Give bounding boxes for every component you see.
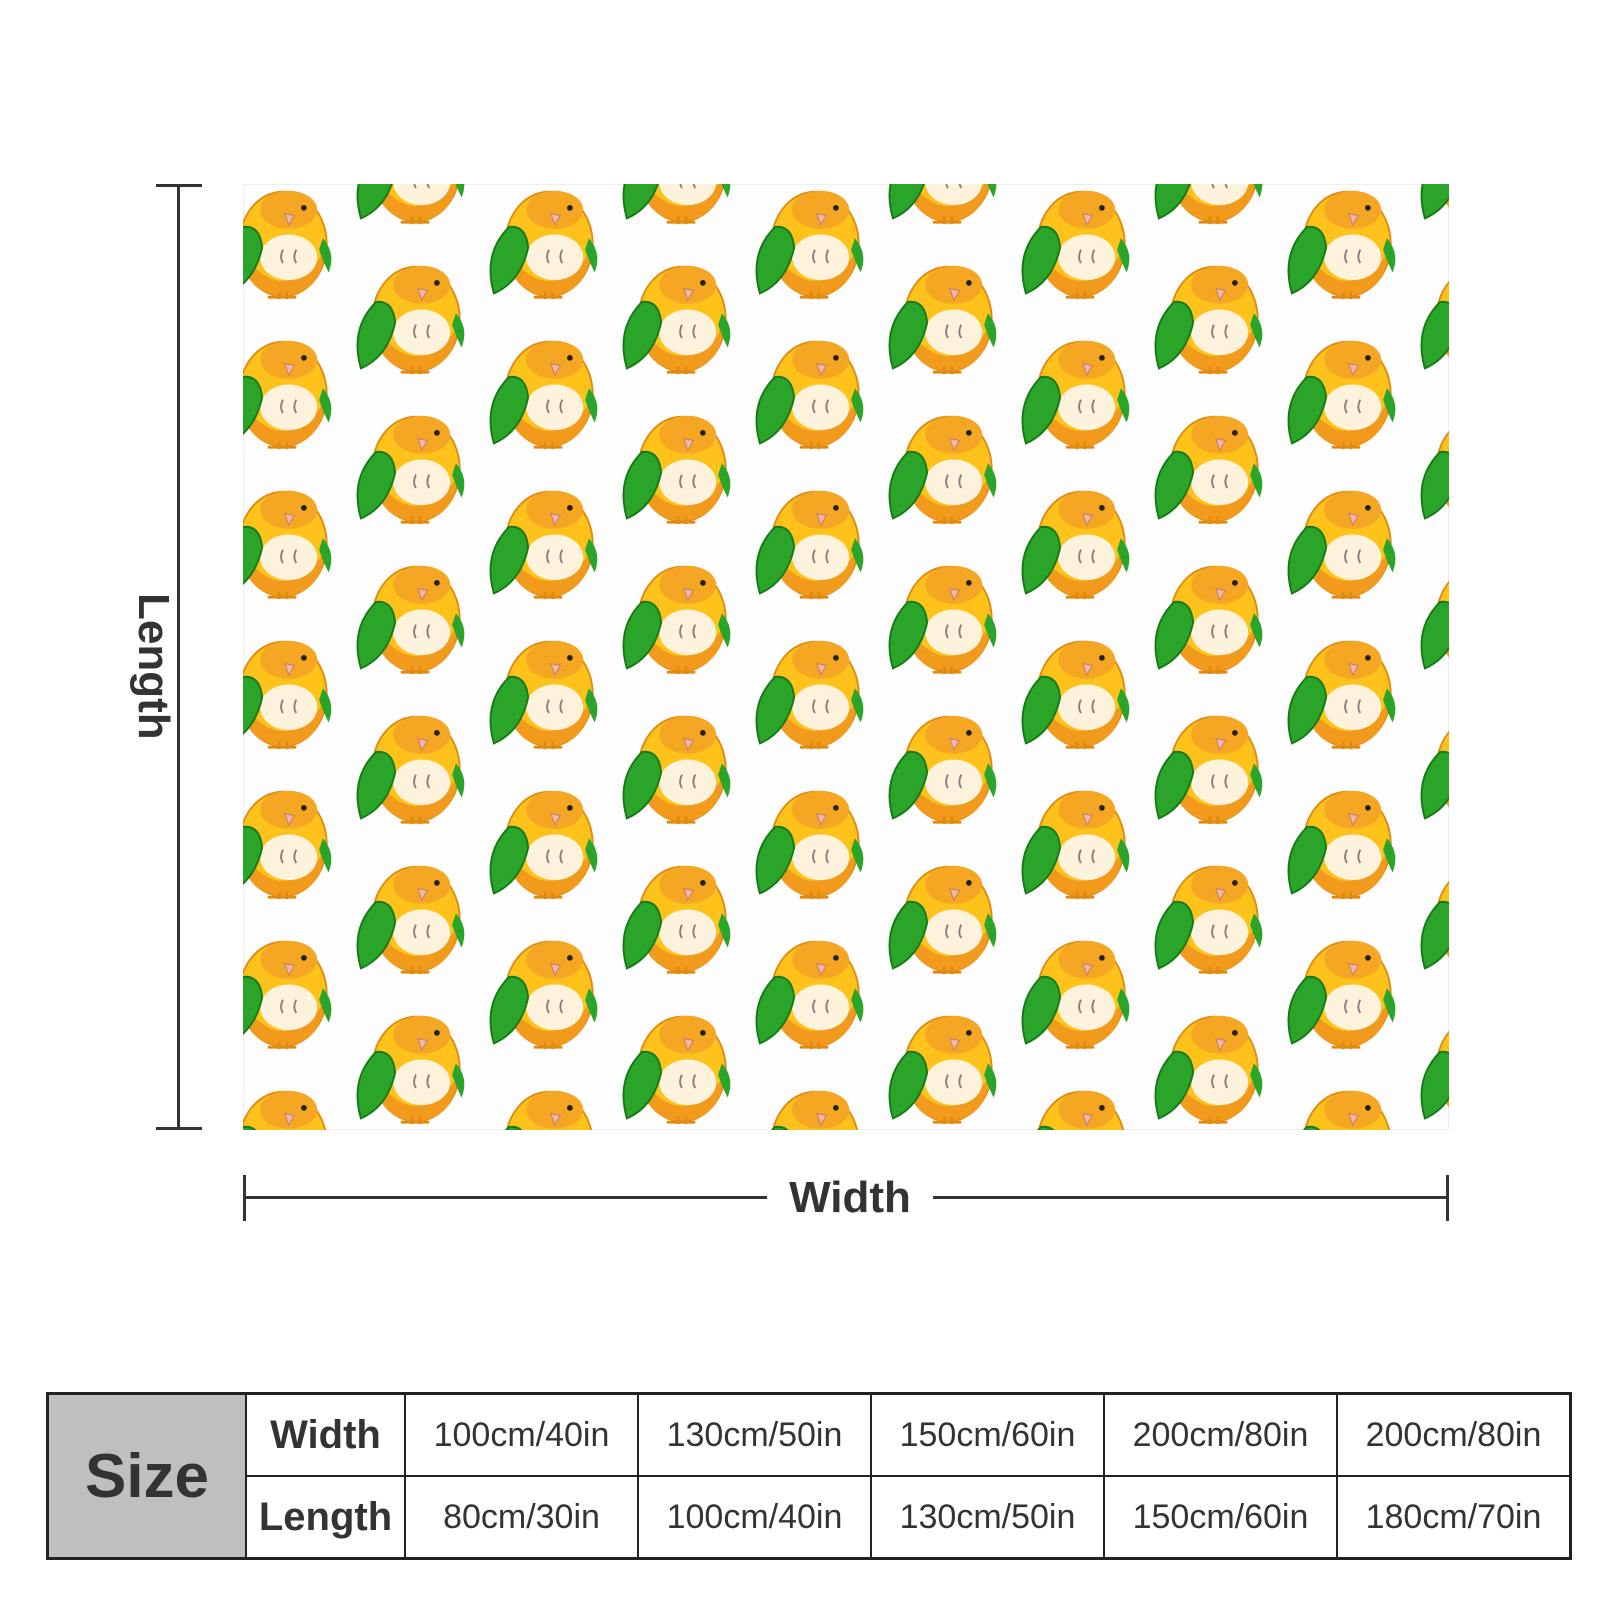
parrot-motif	[356, 1014, 466, 1126]
width-cell: 150cm/60in	[870, 1392, 1105, 1477]
parrot-motif	[1420, 414, 1449, 526]
parrot-motif	[489, 1089, 599, 1130]
parrot-motif	[1287, 789, 1397, 901]
parrot-motif	[622, 564, 732, 676]
parrot-motif	[1420, 1014, 1449, 1126]
parrot-motif	[356, 184, 466, 226]
parrot-motif	[1420, 264, 1449, 376]
size-table: Size Width 100cm/40in 130cm/50in 150cm/6…	[46, 1392, 1572, 1560]
parrot-motif	[489, 489, 599, 601]
parrot-motif	[1021, 189, 1131, 301]
parrot-motif	[1154, 264, 1264, 376]
parrot-motif	[1287, 489, 1397, 601]
length-line	[177, 184, 180, 1130]
parrot-motif	[1021, 1089, 1131, 1130]
length-bottom-tick	[156, 1127, 202, 1130]
parrot-motif	[356, 714, 466, 826]
width-right-tick	[1446, 1175, 1449, 1221]
parrot-motif	[622, 1014, 732, 1126]
parrot-motif	[755, 939, 865, 1051]
parrot-motif	[755, 789, 865, 901]
length-cell: 180cm/70in	[1336, 1475, 1572, 1560]
parrot-motif	[1287, 939, 1397, 1051]
parrot-motif	[1420, 564, 1449, 676]
parrot-motif	[1021, 639, 1131, 751]
parrot-motif	[622, 184, 732, 226]
parrot-motif	[243, 639, 333, 751]
parrot-motif	[243, 339, 333, 451]
parrot-motif	[1420, 864, 1449, 976]
parrot-motif	[755, 1089, 865, 1130]
parrot-motif	[489, 939, 599, 1051]
parrot-motif	[243, 1089, 333, 1130]
length-cell: 130cm/50in	[870, 1475, 1105, 1560]
parrot-motif	[888, 1014, 998, 1126]
parrot-motif	[489, 789, 599, 901]
parrot-motif	[622, 264, 732, 376]
length-cell: 150cm/60in	[1103, 1475, 1338, 1560]
parrot-motif	[888, 864, 998, 976]
width-cell: 200cm/80in	[1336, 1392, 1572, 1477]
parrot-motif	[622, 714, 732, 826]
parrot-motif	[755, 189, 865, 301]
length-cell: 80cm/30in	[404, 1475, 639, 1560]
parrot-motif	[243, 789, 333, 901]
parrot-motif	[1154, 564, 1264, 676]
parrot-motif	[888, 264, 998, 376]
parrot-motif	[755, 639, 865, 751]
parrot-motif	[888, 564, 998, 676]
parrot-motif	[755, 489, 865, 601]
size-table-row-length: Length 80cm/30in 100cm/40in 130cm/50in 1…	[48, 1475, 1572, 1560]
parrot-motif	[1154, 864, 1264, 976]
size-table-row-width: Size Width 100cm/40in 130cm/50in 150cm/6…	[46, 1392, 1572, 1560]
parrot-motif	[243, 489, 333, 601]
parrot-motif	[356, 264, 466, 376]
parrot-motif	[489, 339, 599, 451]
size-header: Size	[46, 1392, 247, 1560]
parrot-motif	[1021, 939, 1131, 1051]
parrot-motif	[888, 714, 998, 826]
parrot-motif	[489, 189, 599, 301]
length-label: Length	[129, 583, 178, 740]
parrot-motif	[888, 414, 998, 526]
parrot-motif	[1287, 189, 1397, 301]
blanket-image	[243, 184, 1449, 1130]
parrot-motif	[243, 939, 333, 1051]
parrot-motif	[356, 864, 466, 976]
parrot-motif	[622, 864, 732, 976]
width-label: Width	[767, 1176, 933, 1220]
length-row-label: Length	[245, 1475, 406, 1560]
parrot-motif	[489, 639, 599, 751]
parrot-motif	[1154, 1014, 1264, 1126]
parrot-motif	[622, 414, 732, 526]
parrot-motif	[1021, 489, 1131, 601]
parrot-motif	[755, 339, 865, 451]
parrot-motif	[356, 564, 466, 676]
parrot-motif	[1287, 1089, 1397, 1130]
length-cell: 100cm/40in	[637, 1475, 872, 1560]
parrot-motif	[356, 414, 466, 526]
width-row-label: Width	[245, 1392, 406, 1477]
parrot-motif	[1420, 184, 1449, 226]
parrot-motif	[1154, 714, 1264, 826]
parrot-motif	[888, 184, 998, 226]
width-cell: 200cm/80in	[1103, 1392, 1338, 1477]
width-cell: 100cm/40in	[404, 1392, 639, 1477]
parrot-motif	[243, 189, 333, 301]
width-cell: 130cm/50in	[637, 1392, 872, 1477]
parrot-motif	[1021, 339, 1131, 451]
parrot-motif	[1420, 714, 1449, 826]
parrot-motif	[1287, 339, 1397, 451]
parrot-motif	[1154, 414, 1264, 526]
parrot-motif	[1154, 184, 1264, 226]
parrot-motif	[1287, 639, 1397, 751]
parrot-motif	[1021, 789, 1131, 901]
